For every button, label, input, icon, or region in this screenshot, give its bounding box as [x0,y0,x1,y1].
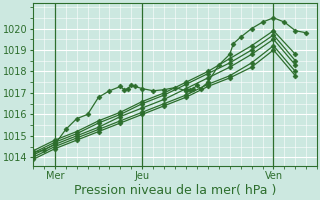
X-axis label: Pression niveau de la mer( hPa ): Pression niveau de la mer( hPa ) [74,184,276,197]
